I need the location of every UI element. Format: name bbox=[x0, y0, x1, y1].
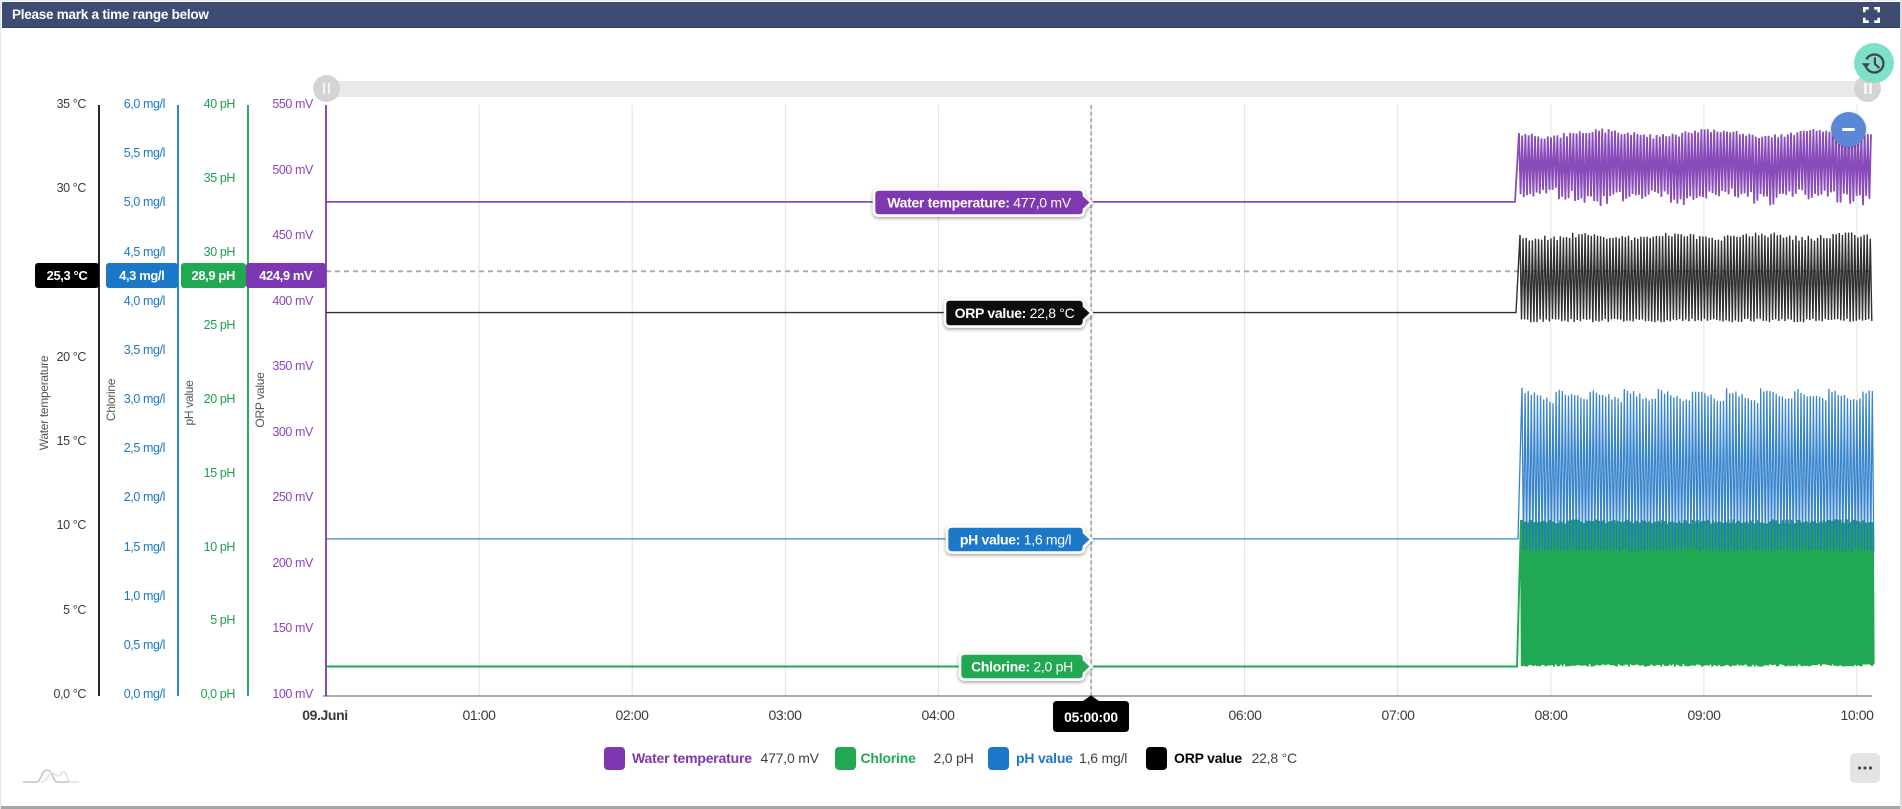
svg-text:ORP value: 22,8 °C: ORP value: 22,8 °C bbox=[955, 305, 1075, 321]
svg-text:Chlorine: 2,0 pH: Chlorine: 2,0 pH bbox=[971, 658, 1073, 674]
svg-text:pH value: 1,6 mg/l: pH value: 1,6 mg/l bbox=[960, 531, 1072, 547]
svg-text:Water temperature: 477,0 mV: Water temperature: 477,0 mV bbox=[887, 194, 1072, 210]
svg-text:05:00:00: 05:00:00 bbox=[1064, 710, 1118, 725]
